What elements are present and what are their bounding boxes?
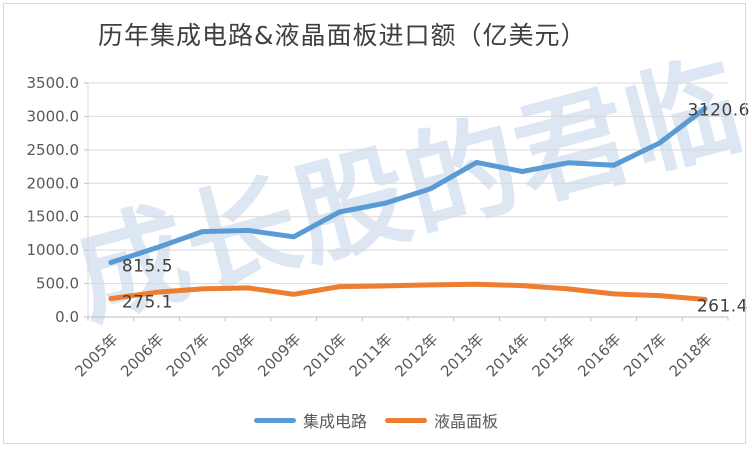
legend: 集成电路 液晶面板 <box>0 408 752 432</box>
y-tick-label: 0.0 <box>55 308 79 326</box>
x-tick-label: 2011年 <box>346 330 396 380</box>
x-tick-label: 2006年 <box>117 330 167 380</box>
ic-line-swatch <box>253 417 296 423</box>
y-tick-label: 3500.0 <box>27 74 80 92</box>
x-tick-label: 2018年 <box>666 330 716 380</box>
y-tick-label: 500.0 <box>36 275 79 293</box>
legend-label-ic: 集成电路 <box>302 412 367 431</box>
x-tick-label: 2007年 <box>163 330 213 380</box>
y-tick-label: 1000.0 <box>27 241 80 259</box>
x-tick-label: 2016年 <box>574 330 624 380</box>
y-tick-label: 3000.0 <box>27 107 80 125</box>
y-tick-label: 2500.0 <box>27 141 80 159</box>
legend-item-ic: 集成电路 <box>253 408 367 432</box>
ic-series-line <box>108 105 708 265</box>
y-tick-label: 1500.0 <box>27 208 80 226</box>
legend-label-lcd: 液晶面板 <box>434 412 499 431</box>
x-tick-label: 2014年 <box>483 330 533 380</box>
x-tick-label: 2009年 <box>254 330 304 380</box>
x-tick-label: 2005年 <box>71 330 121 380</box>
data-label: 3120.6 <box>688 100 750 120</box>
x-tick-label: 2008年 <box>208 330 258 380</box>
x-tick-label: 2010年 <box>300 330 350 380</box>
data-label: 261.4 <box>697 297 748 317</box>
y-tick-label: 2000.0 <box>27 174 80 192</box>
chart-title: 历年集成电路&液晶面板进口额（亿美元） <box>98 21 587 50</box>
x-tick-label: 2015年 <box>528 330 578 380</box>
x-tick-label: 2013年 <box>437 330 487 380</box>
x-tick-label: 2012年 <box>391 330 441 380</box>
data-label: 275.1 <box>122 293 173 313</box>
x-tick-label: 2017年 <box>620 330 670 380</box>
lcd-line-swatch <box>385 417 427 423</box>
data-label: 815.5 <box>122 256 173 276</box>
lcd-series-line <box>108 281 708 302</box>
legend-item-lcd: 液晶面板 <box>385 408 498 432</box>
